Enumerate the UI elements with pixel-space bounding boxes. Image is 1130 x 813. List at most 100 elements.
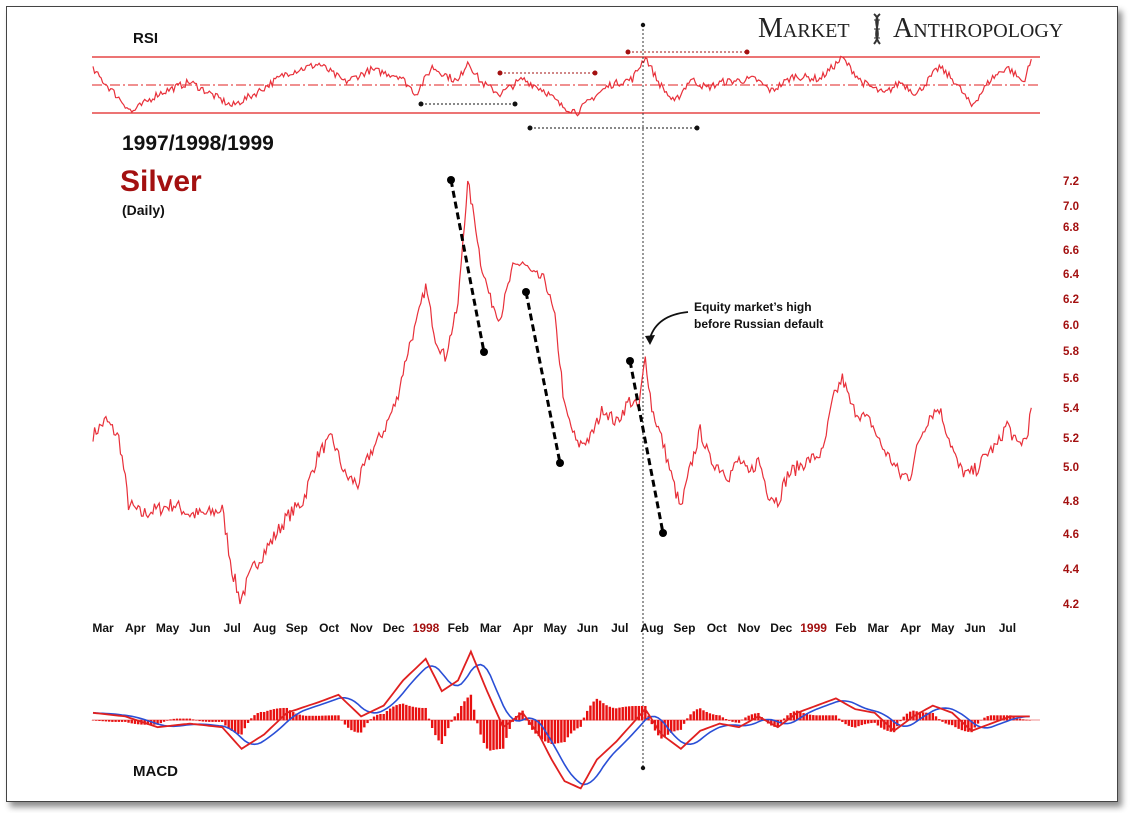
macd-histogram-bar xyxy=(960,720,964,731)
macd-histogram-bar xyxy=(159,720,163,724)
macd-histogram-bar xyxy=(837,718,841,721)
macd-histogram-bar xyxy=(401,703,405,721)
trendline-1 xyxy=(449,179,486,353)
macd-histogram-bar xyxy=(295,713,298,721)
macd-histogram-bar xyxy=(301,715,305,721)
x-tick-label: Jun xyxy=(577,621,598,635)
trendlines xyxy=(447,176,667,537)
x-tick-label: May xyxy=(931,621,955,635)
macd-histogram-bar xyxy=(585,710,589,721)
macd-histogram-bar xyxy=(495,720,498,750)
x-tick-label: Apr xyxy=(125,621,146,635)
dna-helix-icon xyxy=(873,13,881,45)
macd-histogram-bar xyxy=(857,720,860,727)
macd-histogram-bar xyxy=(582,717,586,721)
macd-histogram-bar xyxy=(275,708,279,721)
macd-histogram-bar xyxy=(179,718,182,721)
macd-histogram-bar xyxy=(663,720,666,738)
macd-histogram-bar xyxy=(240,720,243,735)
macd-histogram-bar xyxy=(376,714,379,721)
macd-histogram-bar xyxy=(773,720,776,727)
macd-main-line xyxy=(92,649,1030,790)
macd-histogram-bar xyxy=(453,716,456,721)
macd-histogram-bar xyxy=(227,720,230,729)
macd-histogram-bar xyxy=(472,709,476,721)
macd-histogram-bar xyxy=(156,720,159,725)
macd-histogram-bar xyxy=(1018,718,1022,721)
macd-histogram-bar xyxy=(230,720,234,731)
macd-histogram-bar xyxy=(892,720,896,733)
macd-histogram-bar xyxy=(702,710,705,721)
price-series-line xyxy=(92,180,1032,605)
macd-histogram-bar xyxy=(502,720,505,749)
macd-histogram-bar xyxy=(324,715,327,721)
x-tick-label: Oct xyxy=(319,621,339,635)
y-tick-label: 7.2 xyxy=(1063,176,1079,188)
macd-histogram-bar xyxy=(579,720,582,727)
macd-histogram-bar xyxy=(918,711,922,721)
macd-histogram-bar xyxy=(989,715,993,721)
macd-histogram-bar xyxy=(434,720,437,736)
macd-histogram-bar xyxy=(450,720,453,722)
x-tick-label: Dec xyxy=(770,621,792,635)
macd-histogram-bar xyxy=(272,709,276,721)
macd-histogram-bar xyxy=(783,718,786,721)
macd-histogram-bar xyxy=(908,711,912,721)
trendline-2 xyxy=(524,291,562,464)
macd-histogram-bar xyxy=(657,720,660,736)
macd-histogram-bar xyxy=(573,720,576,731)
macd-histogram-bar xyxy=(631,706,634,721)
macd-histogram-bar xyxy=(747,715,750,721)
y-axis-ticks: 4.2 4.4 4.6 4.8 5.0 5.2 5.4 5.6 5.8 6.0 6.2 6.4 6.6 6… xyxy=(1063,176,1080,611)
x-tick-label: Jul xyxy=(999,621,1016,635)
macd-histogram-bar xyxy=(608,706,611,721)
macd-histogram-bar xyxy=(137,720,140,725)
macd-histogram-bar xyxy=(346,720,350,728)
macd-histogram-bar xyxy=(175,718,179,721)
macd-histogram-bar xyxy=(676,720,679,731)
macd-histogram-bar xyxy=(114,720,117,722)
macd-histogram-bar xyxy=(185,718,188,721)
macd-histogram-bar xyxy=(737,720,741,723)
macd-histogram-bar xyxy=(799,711,802,721)
macd-histogram-bar xyxy=(343,720,347,725)
macd-histogram-bar xyxy=(734,720,737,723)
macd-histogram-bar xyxy=(482,720,486,743)
macd-histogram-bar xyxy=(679,720,683,730)
macd-histogram-bar xyxy=(689,714,692,721)
macd-histogram-bar xyxy=(595,698,599,721)
macd-histogram-bar xyxy=(466,697,469,721)
macd-label: MACD xyxy=(133,763,178,780)
macd-histogram-bar xyxy=(983,717,986,721)
rsi-panel xyxy=(92,49,1040,131)
macd-histogram-bar xyxy=(644,705,647,721)
x-tick-label: Sep xyxy=(286,621,308,635)
macd-histogram-bar xyxy=(744,717,747,721)
macd-histogram-bar xyxy=(172,718,175,721)
macd-histogram-bar xyxy=(508,720,511,729)
macd-histogram-bar xyxy=(860,720,863,726)
macd-histogram-bar xyxy=(870,720,873,724)
macd-histogram-bar xyxy=(111,720,114,722)
svg-text:ANTHROPOLOGY: ANTHROPOLOGY xyxy=(893,13,1063,44)
macd-histogram-bar xyxy=(298,714,301,721)
macd-histogram-bar xyxy=(795,710,799,721)
macd-histogram-bar xyxy=(521,710,524,721)
macd-histogram-bar xyxy=(825,715,828,721)
macd-histogram-bar xyxy=(634,705,637,721)
macd-histogram-bar xyxy=(828,715,831,721)
macd-histogram-bar xyxy=(443,720,447,737)
y-tick-label: 6.6 xyxy=(1063,245,1079,257)
y-tick-label: 7.0 xyxy=(1063,201,1079,213)
y-tick-label: 4.6 xyxy=(1063,529,1079,541)
macd-histogram-bar xyxy=(285,707,288,721)
macd-histogram-bar xyxy=(802,713,805,721)
macd-histogram-bar xyxy=(334,715,337,721)
macd-histogram-bar xyxy=(925,712,928,721)
macd-histogram-bar xyxy=(537,720,540,737)
macd-histogram-bar xyxy=(279,708,282,721)
x-tick-label: Oct xyxy=(707,621,727,635)
macd-histogram-bar xyxy=(95,720,98,721)
macd-histogram-bar xyxy=(204,720,208,722)
